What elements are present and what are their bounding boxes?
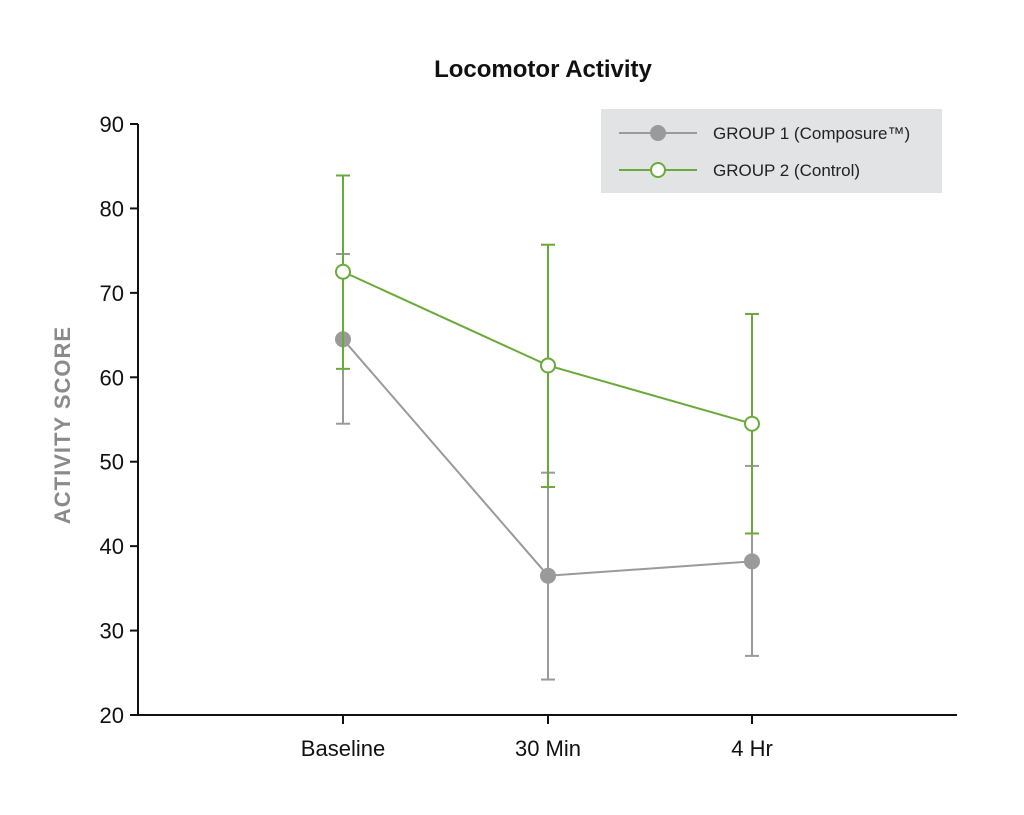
legend: GROUP 1 (Composure™) GROUP 2 (Control)	[601, 109, 942, 193]
y-tick-label: 50	[100, 450, 124, 475]
chart-title: Locomotor Activity	[434, 56, 652, 83]
data-point	[540, 567, 556, 584]
legend-label-group-2: GROUP 2 (Control)	[713, 161, 860, 180]
y-tick-label: 20	[100, 703, 124, 728]
y-tick-label: 60	[100, 365, 124, 390]
legend-marker-group-2	[650, 162, 666, 178]
x-axis-ticks: Baseline 30 Min 4 Hr	[301, 715, 773, 761]
legend-label-group-1: GROUP 1 (Composure™)	[713, 124, 910, 143]
y-tick-label: 90	[100, 112, 124, 137]
y-tick-label: 30	[100, 619, 124, 644]
y-axis-label: ACTIVITY SCORE	[50, 326, 75, 524]
data-point	[744, 415, 760, 432]
series-layer	[335, 174, 760, 681]
x-tick-label: Baseline	[301, 736, 385, 761]
x-tick-label: 4 Hr	[731, 736, 773, 761]
data-point	[744, 553, 760, 570]
series-group-2	[335, 174, 760, 535]
x-tick-label: 30 Min	[515, 736, 581, 761]
y-axis-ticks: 20 30 40 50 60 70 80 90	[100, 112, 138, 728]
data-point	[335, 263, 351, 280]
legend-background	[601, 109, 942, 193]
y-tick-label: 40	[100, 534, 124, 559]
data-point	[540, 357, 556, 374]
y-tick-label: 70	[100, 281, 124, 306]
legend-marker-group-1	[650, 125, 666, 141]
y-tick-label: 80	[100, 196, 124, 221]
